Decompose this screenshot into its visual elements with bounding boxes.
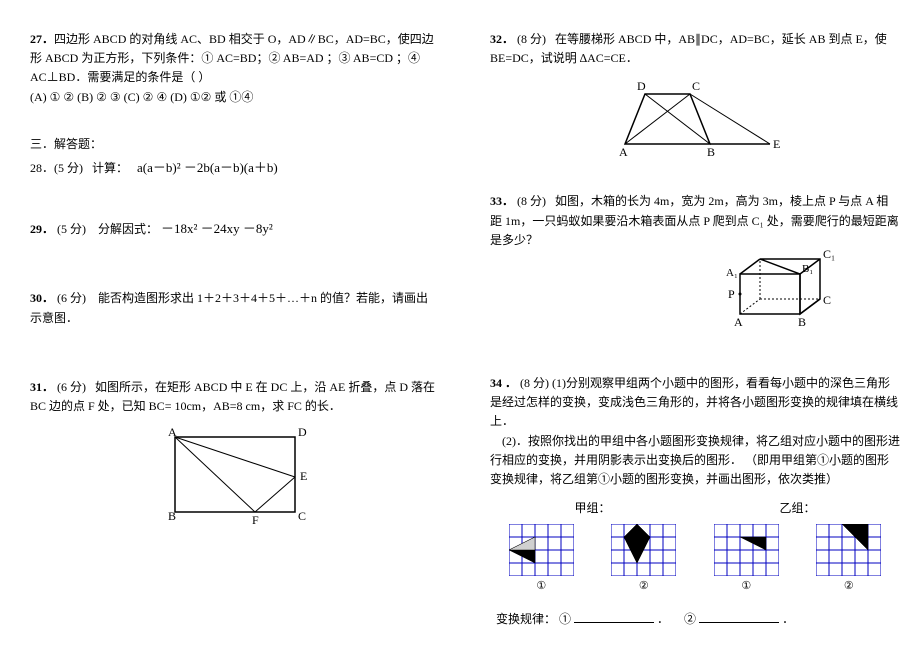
svg-text:C: C bbox=[298, 509, 306, 523]
q34-period1: ． bbox=[657, 612, 669, 626]
svg-text:E: E bbox=[300, 469, 307, 483]
q27-num: 27． bbox=[30, 32, 54, 46]
q34-rules-line: 变换规律： ① ． ② ． bbox=[490, 610, 900, 629]
q31-num: 31． bbox=[30, 380, 54, 394]
svg-text:A: A bbox=[168, 425, 177, 439]
q34-period2: ． bbox=[782, 612, 794, 626]
fill-line-2 bbox=[699, 611, 779, 623]
section-3-title: 三．解答题： bbox=[30, 135, 440, 152]
question-30: 30． (6 分) 能否构造图形求出 1＋2＋3＋4＋5＋…＋n 的值？若能，请… bbox=[30, 289, 440, 327]
svg-text:B: B bbox=[798, 315, 806, 329]
q31-pts: (6 分) bbox=[57, 380, 86, 394]
q33-num: 33． bbox=[490, 194, 514, 208]
q28-label: 计算： bbox=[92, 161, 128, 175]
q30-pts: (6 分) bbox=[57, 291, 86, 305]
svg-text:C: C bbox=[692, 79, 700, 93]
q29-num: 29． bbox=[30, 222, 54, 236]
fill-line-1 bbox=[574, 611, 654, 623]
q32-pts: (8 分) bbox=[517, 32, 546, 46]
q34-rule-c1: ① bbox=[559, 612, 571, 626]
q34-group-a-label: 甲组： bbox=[490, 499, 695, 518]
q34-text2: (2)．按照你找出的甲组中各小题图形变换规律，将乙组对应小题中的图形进行相应的变… bbox=[490, 434, 900, 486]
q34-circ1a: ① bbox=[536, 578, 546, 596]
q34-group-b-label: 乙组： bbox=[695, 499, 900, 518]
q30-num: 30． bbox=[30, 291, 54, 305]
q34-circ1b: ① bbox=[741, 578, 751, 596]
q34-rule-c2: ② bbox=[684, 612, 696, 626]
q27-text: 四边形 ABCD 的对角线 AC、BD 相交于 O，AD∥BC，AD=BC，使四… bbox=[30, 32, 434, 84]
q32-text: 在等腰梯形 ABCD 中，AB∥DC，AD=BC，延长 AB 到点 E，使 BE… bbox=[490, 32, 887, 65]
svg-text:B₁: B₁ bbox=[802, 263, 813, 275]
question-32: 32． (8 分) 在等腰梯形 ABCD 中，AB∥DC，AD=BC，延长 AB… bbox=[490, 30, 900, 164]
q34-circ2b: ② bbox=[844, 578, 854, 596]
svg-text:E: E bbox=[773, 137, 780, 151]
q27-options: (A) ① ② (B) ② ③ (C) ② ④ (D) ①② 或 ①④ bbox=[30, 90, 253, 104]
q34-circ2a: ② bbox=[639, 578, 649, 596]
q32-num: 32． bbox=[490, 32, 514, 46]
q29-pts: (5 分) bbox=[57, 222, 86, 236]
svg-text:A: A bbox=[619, 145, 628, 159]
q34-pts: (8 分) bbox=[520, 376, 549, 390]
svg-text:C: C bbox=[823, 293, 831, 307]
q29-label: 分解因式： bbox=[98, 222, 158, 236]
svg-text:C₁: C₁ bbox=[823, 247, 835, 261]
q28-num: 28．(5 分) bbox=[30, 161, 83, 175]
question-27: 27．四边形 ABCD 的对角线 AC、BD 相交于 O，AD∥BC，AD=BC… bbox=[30, 30, 440, 107]
svg-text:D: D bbox=[298, 425, 307, 439]
svg-text:D: D bbox=[637, 79, 646, 93]
question-28: 28．(5 分) 计算： a(a－b)² －2b(a－b)(a＋b) bbox=[30, 158, 440, 179]
q31-text: 如图所示，在矩形 ABCD 中 E 在 DC 上，沿 AE 折叠，点 D 落在 … bbox=[30, 380, 435, 413]
q34-group-a-grids bbox=[490, 524, 695, 576]
q31-figure: A D B C E F bbox=[30, 422, 440, 532]
q34-num: 34 ． bbox=[490, 376, 517, 390]
q33-figure: A₁ B₁ C₁ P A B C bbox=[670, 234, 900, 344]
question-29: 29． (5 分) 分解因式： －18x² －24xy －8y² bbox=[30, 219, 440, 240]
q29-formula: －18x² －24xy －8y² bbox=[161, 221, 273, 236]
q32-figure: A B C D E bbox=[490, 74, 900, 164]
svg-text:A₁: A₁ bbox=[726, 267, 738, 279]
svg-text:B: B bbox=[168, 509, 176, 523]
q28-formula: a(a－b)² －2b(a－b)(a＋b) bbox=[137, 160, 278, 175]
question-34: 34 ． (8 分) (1)分别观察甲组两个小题中的图形，看看每小题中的深色三角… bbox=[490, 374, 900, 629]
q34-text1: (1)分别观察甲组两个小题中的图形，看看每小题中的深色三角形是经过怎样的变换，变… bbox=[490, 376, 898, 428]
q30-text: 能否构造图形求出 1＋2＋3＋4＋5＋…＋n 的值？若能，请画出示意图． bbox=[30, 291, 428, 324]
q34-group-b-grids bbox=[695, 524, 900, 576]
q33-pts: (8 分) bbox=[517, 194, 546, 208]
svg-text:F: F bbox=[252, 513, 259, 527]
svg-text:A: A bbox=[734, 315, 743, 329]
question-33: 33． (8 分) 如图，木箱的长为 4m，宽为 2m，高为 3m，棱上点 P … bbox=[490, 192, 900, 344]
svg-text:P: P bbox=[728, 287, 735, 301]
svg-text:B: B bbox=[707, 145, 715, 159]
q34-rule-label: 变换规律： bbox=[496, 612, 556, 626]
question-31: 31． (6 分) 如图所示，在矩形 ABCD 中 E 在 DC 上，沿 AE … bbox=[30, 378, 440, 532]
